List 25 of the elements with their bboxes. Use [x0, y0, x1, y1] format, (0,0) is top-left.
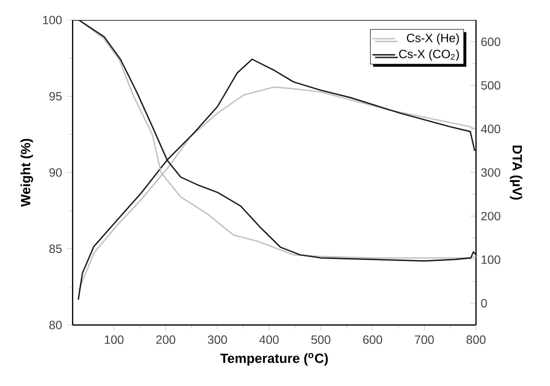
- x-tick-label: 800: [466, 335, 486, 344]
- y2-axis-title: DTA (µV): [510, 146, 522, 200]
- y-axis-title: Weight (%): [20, 138, 34, 207]
- x-tick-label: 600: [363, 335, 382, 344]
- legend-label: Cs-X (CO$_{2}$): [399, 49, 459, 61]
- y2-tick-label: 0: [481, 298, 487, 308]
- x-tick-label: 500: [311, 335, 330, 344]
- x-tick-label: 400: [259, 335, 279, 344]
- y2-tick-label: 600: [481, 38, 500, 46]
- y-tick-label: 80: [49, 320, 62, 330]
- x-axis-title: Temperature ($^{o}$C): [220, 353, 328, 366]
- x-tick-label: 200: [156, 335, 176, 344]
- legend-label: Cs-X (He): [406, 33, 459, 45]
- x-tick-label: 300: [208, 335, 227, 344]
- y-tick-label: 90: [49, 168, 62, 177]
- y2-tick-label: 200: [481, 212, 500, 220]
- x-tick-label: 100: [104, 335, 124, 344]
- y2-tick-label: 300: [481, 168, 500, 177]
- y2-tick-label: 100: [482, 255, 500, 264]
- y-tick-label: 100: [43, 16, 62, 24]
- y-tick-label: 85: [49, 244, 62, 254]
- y2-tick-label: 500: [481, 81, 500, 90]
- y2-tick-label: 400: [480, 124, 500, 134]
- y-tick-label: 95: [49, 92, 62, 101]
- x-tick-label: 700: [414, 335, 434, 344]
